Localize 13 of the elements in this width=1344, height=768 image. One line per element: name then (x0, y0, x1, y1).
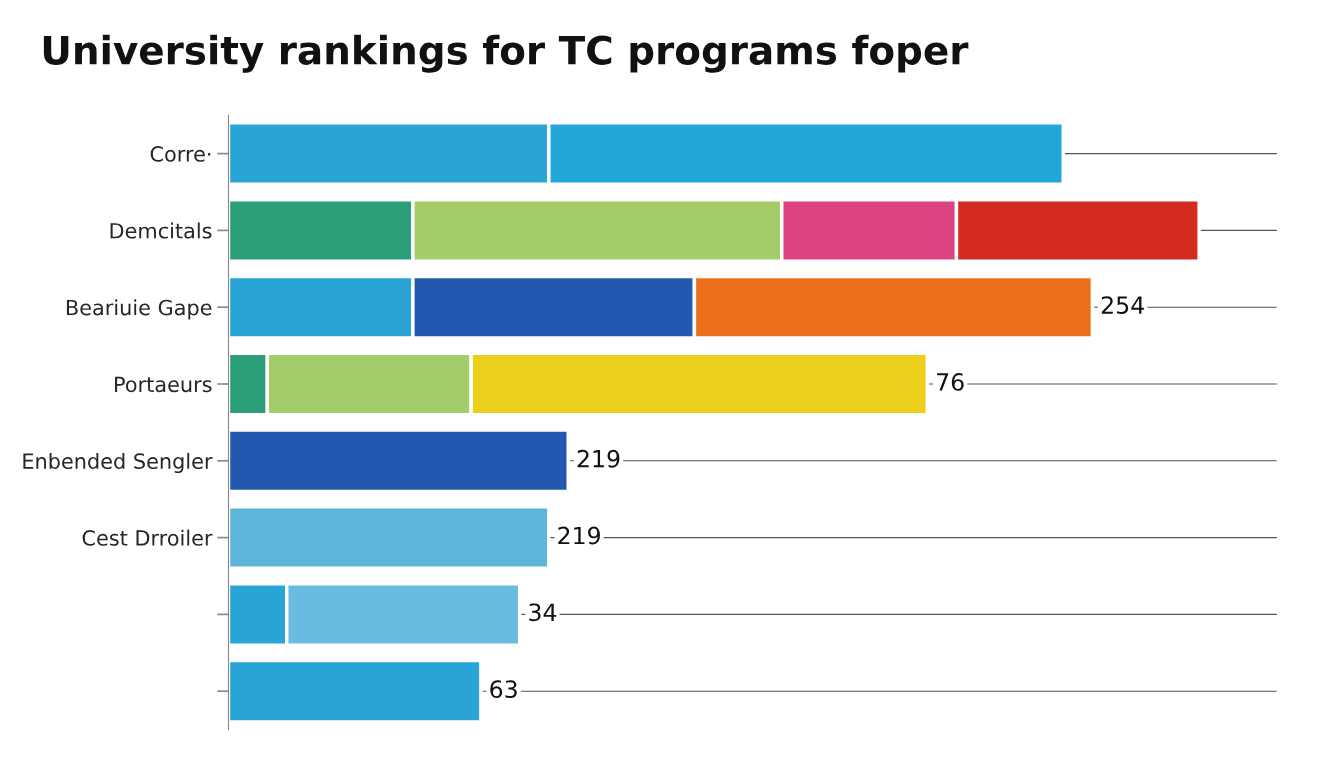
y-tick-label: Demcitals (110, 222, 212, 239)
annotation: 63 (490, 680, 517, 699)
y-tick-label: Cest Drroiler (82, 529, 213, 546)
annotation: 219 (558, 526, 600, 545)
chart-title: University rankings for TC programs foper (43, 34, 969, 73)
annotation: 254 (1101, 296, 1144, 315)
y-tick-label: Enbended Sengler (23, 452, 213, 474)
y-tick-label: Beariuie Gape (66, 299, 212, 320)
annotation: 219 (577, 449, 620, 468)
y-tick-label: Corre· (150, 146, 211, 162)
y-tick-label: Portaeurs (115, 376, 212, 393)
annotation: 34 (529, 603, 557, 622)
annotation: 76 (937, 372, 964, 391)
